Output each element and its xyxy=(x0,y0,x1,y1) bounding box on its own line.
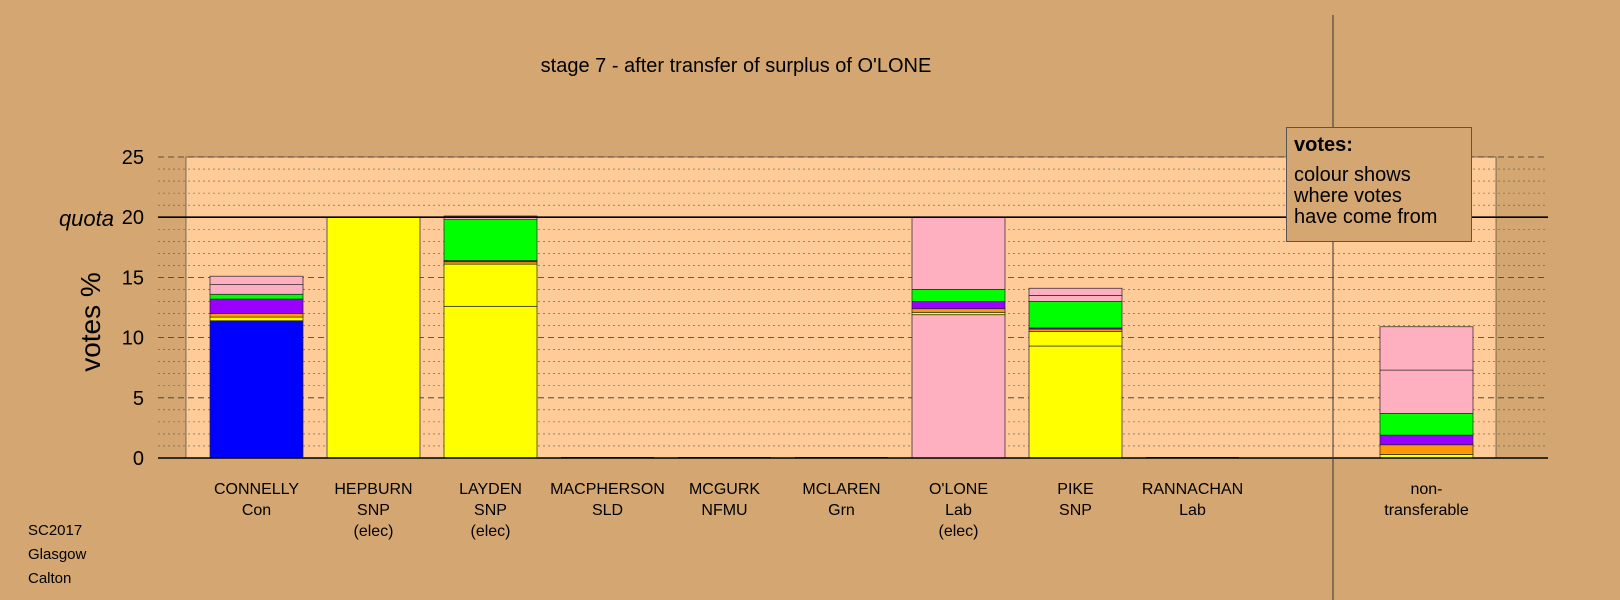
bars xyxy=(209,215,1474,459)
bar-layden-segment xyxy=(443,305,538,459)
bar-connelly-segment xyxy=(209,316,304,322)
bar-nontransferable-segment xyxy=(1379,444,1474,455)
nontransferable-label: non- xyxy=(1410,481,1442,498)
legend: votes: colour shows where votes have com… xyxy=(1286,127,1472,242)
bar-olone-segment xyxy=(911,314,1006,459)
category-name: PIKE xyxy=(1057,481,1093,498)
category-name: MACPHERSON xyxy=(550,481,665,498)
category-party: SLD xyxy=(592,502,623,519)
bar-connelly-segment xyxy=(209,320,304,459)
y-axis-label: votes % xyxy=(75,272,106,372)
category-party: Lab xyxy=(1179,502,1206,519)
category-name: HEPBURN xyxy=(334,481,412,498)
y-tick-label: 10 xyxy=(122,328,144,350)
category-status: (elec) xyxy=(938,523,978,540)
category-party: Lab xyxy=(945,502,972,519)
category-status: (elec) xyxy=(353,523,393,540)
category-party: Con xyxy=(242,502,271,519)
bar-olone-segment xyxy=(911,216,1006,290)
y-tick-label: 5 xyxy=(133,388,144,410)
nontransferable-label: transferable xyxy=(1384,502,1469,519)
legend-title: votes: xyxy=(1294,134,1353,156)
bar-nontransferable-segment xyxy=(1379,413,1474,436)
bar-pike-segment xyxy=(1028,295,1123,302)
y-tick-label: 15 xyxy=(122,267,144,289)
category-labels: CONNELLY Con HEPBURN SNP (elec) LAYDEN SNP (ele… xyxy=(122,147,1469,540)
y-tick-label: 25 xyxy=(122,147,144,169)
bar-pike-segment xyxy=(1028,345,1123,459)
legend-text: colour shows where votes have come from xyxy=(1294,165,1464,228)
legend-line-1: colour shows xyxy=(1294,164,1411,186)
bar-pike-segment xyxy=(1028,331,1123,347)
bar-olone-segment xyxy=(911,311,1006,316)
category-party: SNP xyxy=(357,502,390,519)
bar-pike-segment xyxy=(1028,287,1123,296)
bar-pike-segment xyxy=(1028,301,1123,329)
category-party: SNP xyxy=(1059,502,1092,519)
bar-connelly-segment xyxy=(209,284,304,295)
category-status: (elec) xyxy=(470,523,510,540)
bar-nontransferable-segment xyxy=(1379,369,1474,414)
quota-label: quota xyxy=(59,206,114,231)
category-name: O'LONE xyxy=(929,481,988,498)
bar-olone-segment xyxy=(911,289,1006,302)
bar-nontransferable-segment xyxy=(1379,434,1474,446)
bar-connelly-segment xyxy=(209,313,304,318)
bar-layden-segment xyxy=(443,219,538,261)
bar-connelly-segment xyxy=(209,293,304,300)
bar-connelly-segment xyxy=(209,298,304,314)
category-party: Grn xyxy=(828,502,855,519)
category-name: CONNELLY xyxy=(214,481,299,498)
bar-olone-segment xyxy=(911,308,1006,313)
category-name: RANNACHAN xyxy=(1142,481,1243,498)
legend-line-2: where votes xyxy=(1294,185,1402,207)
category-party: SNP xyxy=(474,502,507,519)
footer-council: Glasgow xyxy=(28,546,87,563)
category-party: NFMU xyxy=(701,502,747,519)
bar-layden-segment xyxy=(443,261,538,265)
y-tick-label: 20 xyxy=(122,207,144,229)
bar-hepburn-segment xyxy=(326,216,421,459)
category-name: LAYDEN xyxy=(459,481,522,498)
category-name: MCLAREN xyxy=(802,481,880,498)
y-tick-label: 0 xyxy=(133,448,144,470)
chart-title: stage 7 - after transfer of surplus of O… xyxy=(541,55,932,77)
category-name: MCGURK xyxy=(689,481,760,498)
footer-ward: Calton xyxy=(28,570,72,587)
footer-election: SC2017 xyxy=(28,522,83,539)
bar-olone-segment xyxy=(911,301,1006,310)
bar-connelly-segment xyxy=(209,275,304,285)
bar-nontransferable-segment xyxy=(1379,326,1474,371)
legend-line-3: have come from xyxy=(1294,206,1438,228)
bar-layden-segment xyxy=(443,263,538,307)
bar-pike-segment xyxy=(1028,328,1123,332)
